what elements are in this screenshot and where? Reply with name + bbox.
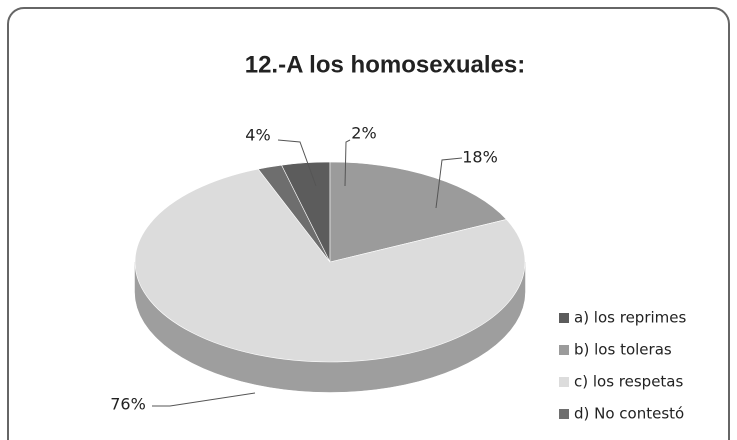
data-label: 18% <box>462 148 498 167</box>
legend-swatch <box>559 409 569 419</box>
legend-swatch <box>559 377 569 387</box>
data-label: 4% <box>245 126 270 145</box>
leader-line <box>435 157 463 209</box>
pie-slice <box>329 161 508 263</box>
legend-label: c) los respetas <box>574 373 683 391</box>
legend-label: d) No contestó <box>574 405 684 423</box>
legend-swatch <box>559 345 569 355</box>
data-label: 76% <box>110 395 146 414</box>
pie-slice <box>134 168 526 363</box>
legend-label: b) los toleras <box>574 341 672 359</box>
chart-title: 12.-A los homosexuales: <box>245 51 526 78</box>
legend-label: a) los reprimes <box>574 309 687 327</box>
legend-swatch <box>559 313 569 323</box>
data-label: 2% <box>351 124 376 143</box>
leader-line <box>152 392 256 407</box>
leader-line <box>277 139 317 187</box>
leader-line <box>344 139 351 187</box>
pie-slice <box>257 164 331 263</box>
